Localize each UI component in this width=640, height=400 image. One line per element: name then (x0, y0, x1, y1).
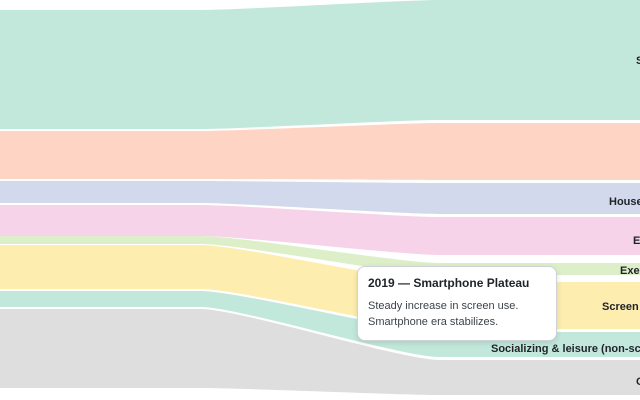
stream-band (0, 309, 640, 395)
band-label: E (633, 235, 640, 247)
stream-labels: S House E Exe Screen Socializing & leisure (n… (491, 55, 640, 388)
stream-band (0, 205, 640, 255)
band-label: House (609, 196, 640, 208)
band-label: Exe (620, 265, 640, 277)
stream-band (0, 0, 640, 129)
stream-band (0, 181, 640, 214)
stream-band (0, 236, 640, 275)
tooltip-line-1: Steady increase in screen use. (368, 300, 519, 312)
band-label: S (636, 55, 640, 67)
tooltip-title: 2019 — Smartphone Plateau (368, 276, 530, 290)
band-label: C (636, 376, 640, 388)
band-label: Screen (602, 301, 639, 313)
event-tooltip: 2019 — Smartphone Plateau Steady increas… (357, 266, 557, 341)
stream-band (0, 123, 640, 180)
tooltip-line-2: Smartphone era stabilizes. (368, 316, 499, 328)
band-label: Socializing & leisure (non-scr (491, 343, 640, 355)
